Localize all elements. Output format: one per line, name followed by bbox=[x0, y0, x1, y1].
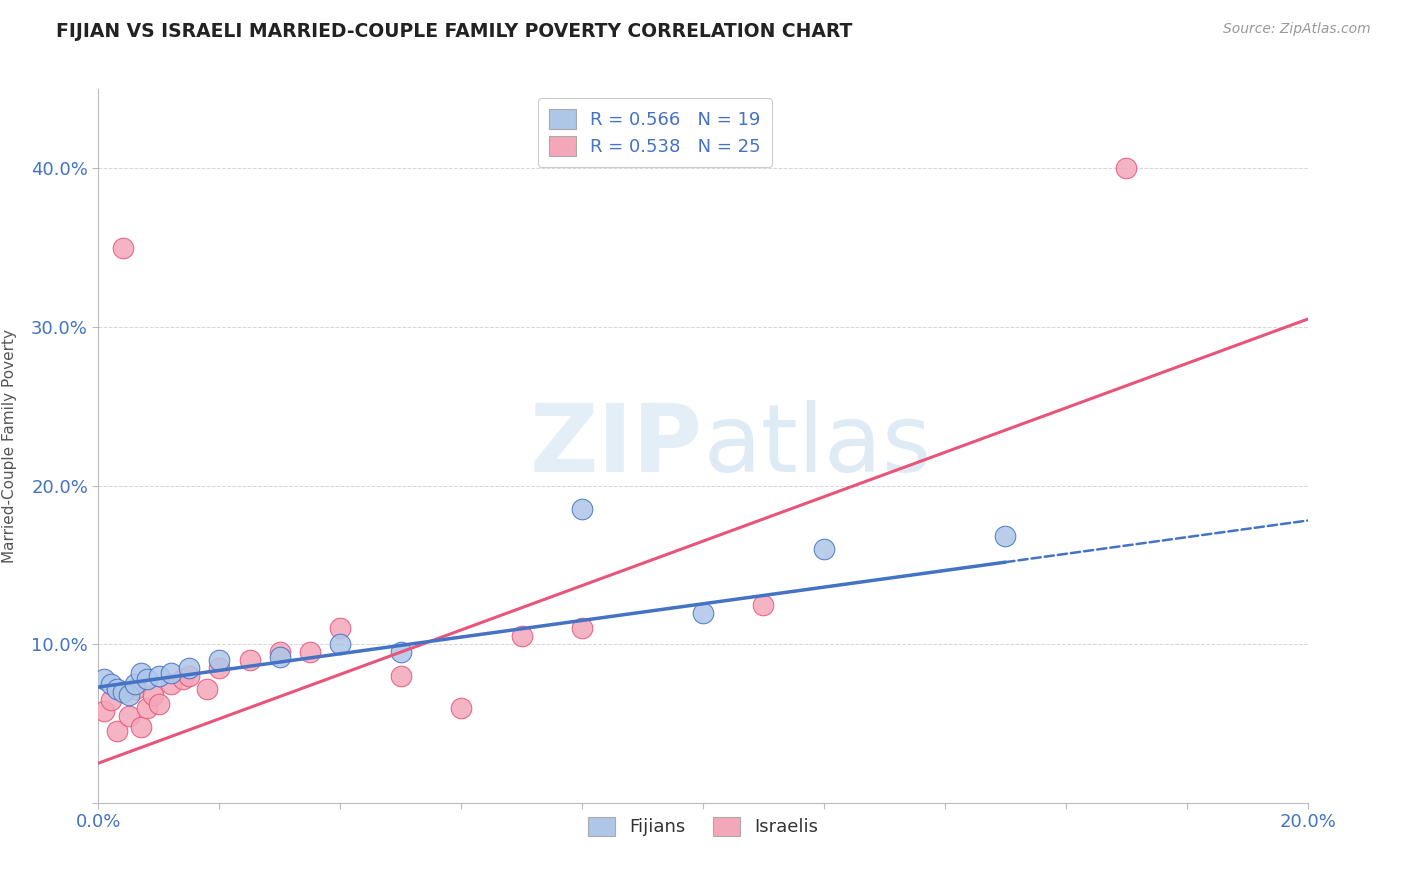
Point bbox=[105, 724, 128, 739]
Point bbox=[269, 645, 291, 659]
Text: ZIP: ZIP bbox=[530, 400, 703, 492]
Point bbox=[93, 672, 115, 686]
Point bbox=[571, 502, 593, 516]
Point bbox=[148, 698, 170, 712]
Point bbox=[813, 542, 835, 557]
Point bbox=[118, 688, 141, 702]
Point bbox=[195, 681, 218, 696]
Point bbox=[100, 677, 122, 691]
Point bbox=[148, 669, 170, 683]
Point bbox=[752, 598, 775, 612]
Point bbox=[571, 621, 593, 635]
Point bbox=[129, 665, 152, 680]
Point bbox=[105, 681, 128, 696]
Point bbox=[179, 669, 201, 683]
Text: Source: ZipAtlas.com: Source: ZipAtlas.com bbox=[1223, 22, 1371, 37]
Text: atlas: atlas bbox=[703, 400, 931, 492]
Point bbox=[510, 629, 533, 643]
Point bbox=[299, 645, 322, 659]
Point bbox=[124, 677, 146, 691]
Y-axis label: Married-Couple Family Poverty: Married-Couple Family Poverty bbox=[3, 329, 17, 563]
Point bbox=[172, 672, 194, 686]
Point bbox=[450, 700, 472, 714]
Point bbox=[93, 704, 115, 718]
Point bbox=[329, 621, 352, 635]
Point bbox=[692, 606, 714, 620]
Point bbox=[135, 672, 157, 686]
Point bbox=[124, 681, 146, 696]
Point bbox=[111, 241, 134, 255]
Point bbox=[208, 653, 231, 667]
Point bbox=[269, 649, 291, 664]
Point bbox=[994, 529, 1017, 543]
Text: FIJIAN VS ISRAELI MARRIED-COUPLE FAMILY POVERTY CORRELATION CHART: FIJIAN VS ISRAELI MARRIED-COUPLE FAMILY … bbox=[56, 22, 852, 41]
Point bbox=[111, 685, 134, 699]
Point bbox=[142, 688, 165, 702]
Point bbox=[389, 645, 412, 659]
Legend: Fijians, Israelis: Fijians, Israelis bbox=[576, 805, 830, 847]
Point bbox=[208, 661, 231, 675]
Point bbox=[160, 665, 183, 680]
Point bbox=[129, 720, 152, 734]
Point bbox=[329, 637, 352, 651]
Point bbox=[160, 677, 183, 691]
Point bbox=[100, 692, 122, 706]
Point bbox=[179, 661, 201, 675]
Point bbox=[118, 708, 141, 723]
Point bbox=[135, 700, 157, 714]
Point bbox=[239, 653, 262, 667]
Point bbox=[389, 669, 412, 683]
Point bbox=[1115, 161, 1137, 176]
